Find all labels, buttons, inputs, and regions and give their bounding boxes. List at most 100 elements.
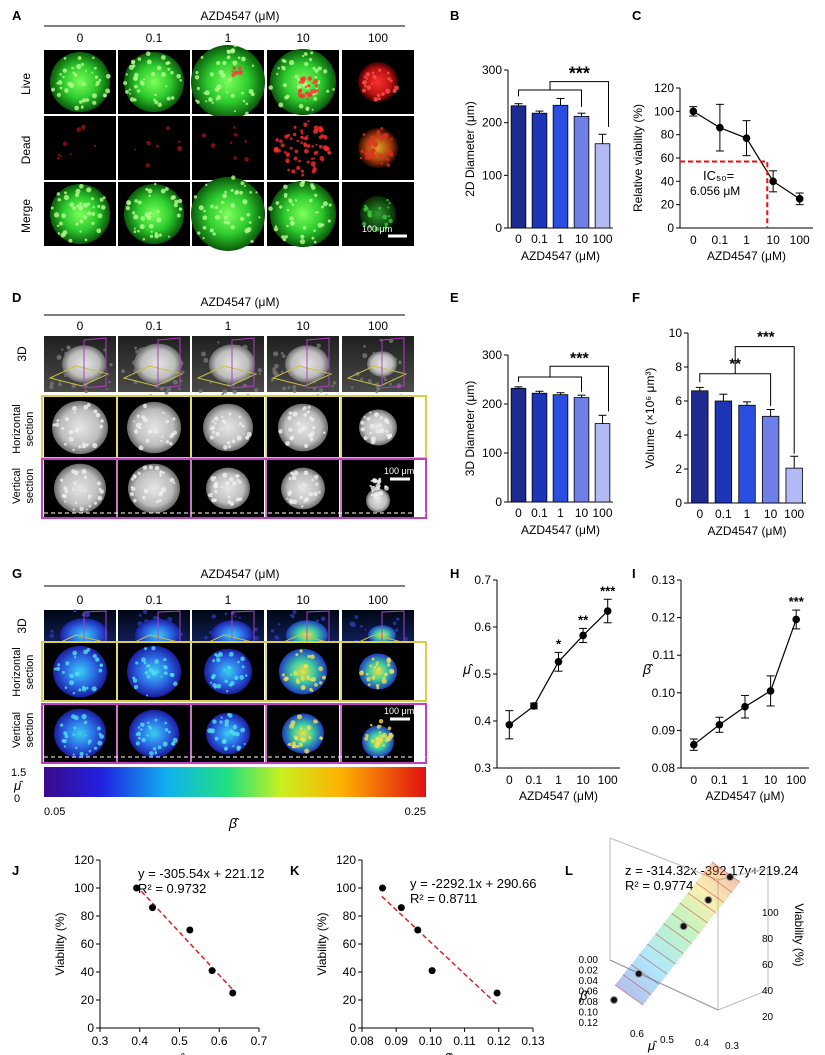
speckle — [62, 68, 68, 73]
speckle — [60, 155, 63, 158]
colorbar-mu-label: μ̂ — [13, 778, 24, 793]
row-label: section — [24, 469, 36, 504]
significance: *** — [789, 594, 805, 609]
speckle — [241, 91, 244, 95]
speckle — [93, 501, 98, 505]
speckle — [86, 648, 91, 652]
speckle — [234, 191, 238, 195]
speckle — [136, 731, 142, 737]
speckle — [85, 98, 90, 102]
x-tick-label: 10 — [764, 773, 778, 787]
speckle — [286, 224, 289, 228]
x-tick-label: 1 — [744, 507, 751, 521]
speckle — [297, 428, 303, 434]
speckle — [78, 445, 82, 449]
horizontal-frame — [41, 641, 427, 702]
data-point — [229, 989, 237, 997]
speckle — [312, 157, 315, 160]
speckle — [135, 661, 139, 665]
speckle — [234, 675, 239, 681]
speckle — [160, 188, 166, 194]
speckle — [203, 209, 206, 213]
horizontal-plane — [346, 365, 408, 387]
speckle — [222, 193, 227, 199]
data-point — [379, 884, 387, 892]
speckle — [79, 219, 84, 224]
speckle — [63, 731, 68, 736]
speckle — [238, 480, 242, 484]
data-point — [766, 687, 775, 695]
x-tick-label: 10 — [764, 507, 778, 521]
y-tick-label: 0.5 — [474, 667, 491, 681]
speckle — [249, 190, 253, 194]
speckle — [312, 66, 316, 71]
y-tick-label: 0.11 — [653, 648, 676, 662]
speckle — [376, 661, 379, 664]
speckle — [220, 485, 223, 488]
row-label: Vertical — [11, 712, 23, 748]
speckle — [62, 494, 68, 499]
horizontal-plane — [271, 365, 333, 387]
speckle — [72, 71, 76, 75]
speckle — [142, 238, 146, 241]
speckle — [167, 67, 171, 71]
bar — [761, 415, 780, 504]
speckle — [108, 380, 111, 384]
speckle — [222, 389, 228, 394]
fit-r2: R² = 0.9732 — [138, 881, 206, 896]
speckle — [214, 87, 220, 92]
speckle — [378, 423, 382, 427]
x-tick-label: 100 — [592, 232, 612, 246]
speckle — [164, 187, 169, 191]
speckle — [332, 88, 335, 91]
speckle — [61, 426, 65, 430]
speckle — [214, 216, 218, 219]
speckle — [239, 190, 244, 195]
vertical-plane — [306, 337, 330, 389]
speckle — [320, 616, 326, 622]
speckle — [172, 481, 176, 485]
speckle — [231, 70, 234, 73]
speckle — [163, 671, 168, 676]
speckle — [289, 146, 293, 150]
y-tick-label: 0 — [495, 221, 502, 235]
speckle — [135, 741, 140, 746]
speckle — [371, 436, 376, 442]
concentration-label: 0 — [77, 31, 84, 45]
speckle — [73, 73, 78, 77]
speckle — [306, 725, 312, 731]
x-tick-label: 100 — [790, 233, 810, 247]
y-axis-label: Viability (%) — [53, 912, 67, 975]
x-tick-label: 0.1 — [531, 232, 548, 246]
speckle — [166, 126, 170, 131]
plane-mesh — [687, 892, 716, 913]
speckle — [375, 663, 379, 667]
speckle — [303, 470, 309, 476]
speckle — [158, 492, 163, 497]
y-tick-label: 40 — [661, 174, 675, 188]
speckle — [136, 414, 140, 418]
speckle — [310, 185, 316, 190]
speckle — [224, 719, 230, 724]
x-tick-label: 0.13 — [521, 1034, 545, 1048]
speckle — [294, 737, 298, 741]
speckle — [96, 228, 102, 234]
speckle — [275, 201, 280, 205]
speckle — [370, 135, 375, 140]
speckle — [393, 85, 399, 91]
data-point — [133, 884, 141, 892]
speckle — [361, 88, 366, 93]
speckle — [213, 481, 219, 487]
speckle — [97, 740, 103, 746]
speckle — [299, 737, 304, 742]
speckle — [229, 48, 236, 54]
speckle — [258, 372, 262, 375]
speckle — [146, 694, 149, 697]
speckle — [154, 428, 159, 434]
speckle — [87, 211, 92, 216]
speckle — [214, 489, 218, 494]
speckle — [154, 659, 159, 664]
x-tick-label: 0.1 — [712, 233, 729, 247]
speckle — [313, 88, 318, 94]
